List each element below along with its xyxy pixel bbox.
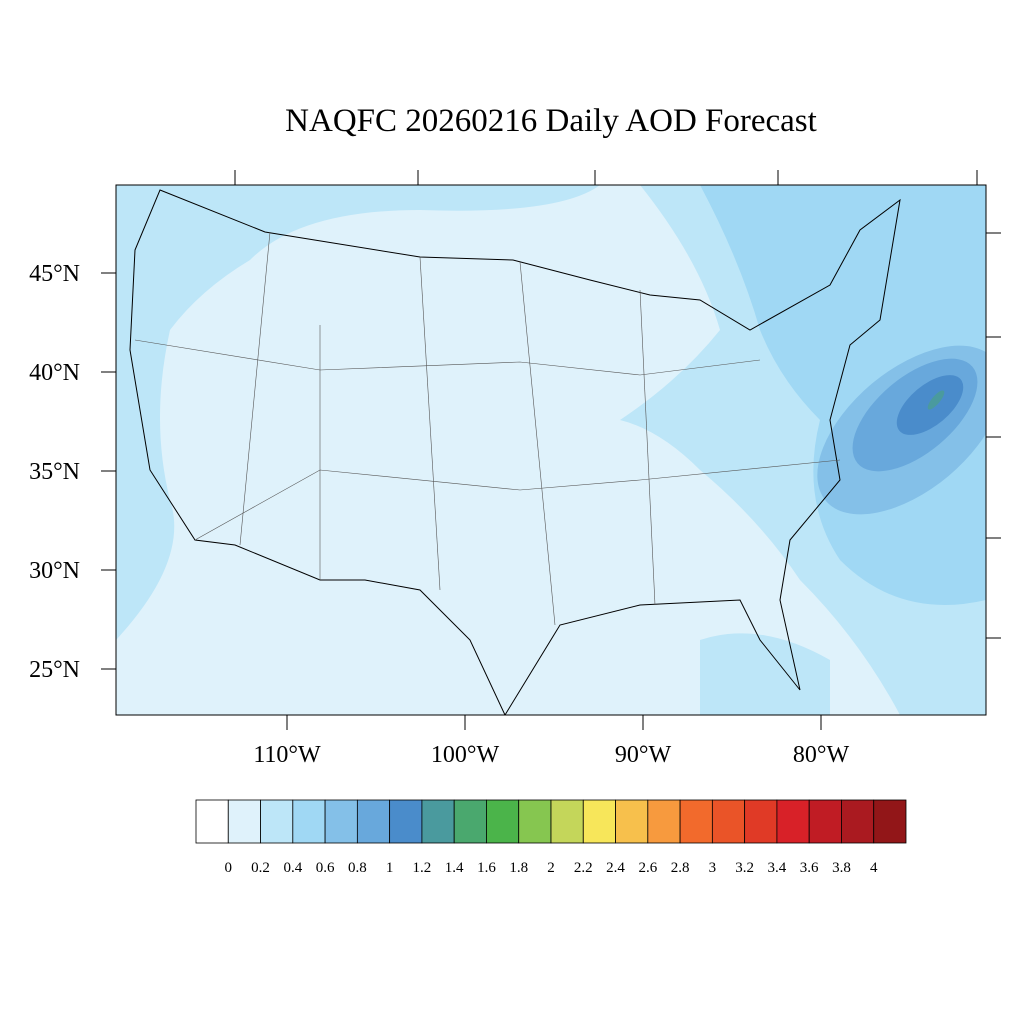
colorbar-label: 3 bbox=[709, 860, 717, 876]
title: NAQFC 20260216 Daily AOD Forecast bbox=[285, 103, 817, 139]
colorbar-box bbox=[518, 799, 552, 844]
colorbar-label: 1.8 bbox=[509, 860, 528, 876]
colorbar-label: 1.6 bbox=[477, 860, 496, 876]
frame-ticks bbox=[234, 170, 1001, 639]
colorbar-label: 2 bbox=[547, 860, 555, 876]
colorbar-box bbox=[356, 799, 391, 844]
colorbar-box bbox=[260, 799, 294, 844]
aod-region bbox=[700, 633, 830, 715]
colorbar-box bbox=[195, 799, 229, 844]
colorbar-box bbox=[550, 799, 584, 844]
lat-tick-label: 45°N bbox=[29, 261, 80, 287]
colorbar-label: 1.4 bbox=[445, 860, 464, 876]
lat-tick-label: 40°N bbox=[29, 360, 80, 386]
lat-tick-label: 30°N bbox=[29, 558, 80, 584]
colorbar-label: 0.4 bbox=[283, 860, 302, 876]
colorbar-label: 3.4 bbox=[768, 860, 787, 876]
aod-region bbox=[700, 185, 986, 605]
colorbar-label: 3.6 bbox=[800, 860, 819, 876]
lon-tick-label: 110°W bbox=[253, 742, 321, 768]
colorbar-label: 2.6 bbox=[638, 860, 657, 876]
colorbar-box bbox=[453, 799, 487, 844]
colorbar-box bbox=[389, 799, 423, 844]
colorbar-box bbox=[324, 799, 358, 844]
map-frame bbox=[115, 184, 987, 716]
colorbar-label: 0.8 bbox=[348, 860, 367, 876]
colorbar-box bbox=[744, 799, 778, 844]
aod-region bbox=[116, 185, 600, 640]
colorbar-box bbox=[421, 799, 455, 844]
colorbar-box bbox=[227, 799, 261, 844]
colorbar-box bbox=[776, 799, 810, 844]
colorbar-label: 1.2 bbox=[413, 860, 432, 876]
colorbar-label: 2.4 bbox=[606, 860, 625, 876]
lon-tick-label: 90°W bbox=[615, 742, 672, 768]
state-lines bbox=[134, 231, 841, 626]
colorbar-box bbox=[647, 799, 681, 844]
colorbar-label: 1 bbox=[386, 860, 394, 876]
colorbar-label: 3.2 bbox=[735, 860, 754, 876]
colorbar-box bbox=[292, 799, 326, 844]
colorbar-box bbox=[486, 799, 520, 844]
colorbar-label: 0.2 bbox=[251, 860, 270, 876]
colorbar-label: 0 bbox=[225, 860, 233, 876]
country-outline bbox=[129, 189, 901, 715]
colorbar-box bbox=[582, 799, 616, 844]
aod-region bbox=[927, 390, 945, 410]
lon-tick-label: 100°W bbox=[431, 742, 500, 768]
colorbar-box bbox=[841, 799, 875, 844]
colorbar-label: 4 bbox=[870, 860, 878, 876]
colorbar-label: 2.2 bbox=[574, 860, 593, 876]
lat-tick-label: 25°N bbox=[29, 657, 80, 683]
colorbar-box bbox=[615, 799, 649, 844]
colorbar-label: 0.6 bbox=[316, 860, 335, 876]
lon-tick-label: 80°W bbox=[793, 742, 850, 768]
colorbar-label: 2.8 bbox=[671, 860, 690, 876]
lat-tick-label: 35°N bbox=[29, 459, 80, 485]
map-field bbox=[116, 185, 986, 715]
colorbar-label: 3.8 bbox=[832, 860, 851, 876]
colorbar-box bbox=[873, 799, 907, 844]
colorbar-box bbox=[808, 799, 842, 844]
colorbar-box bbox=[711, 799, 746, 844]
colorbar-box bbox=[679, 799, 713, 844]
